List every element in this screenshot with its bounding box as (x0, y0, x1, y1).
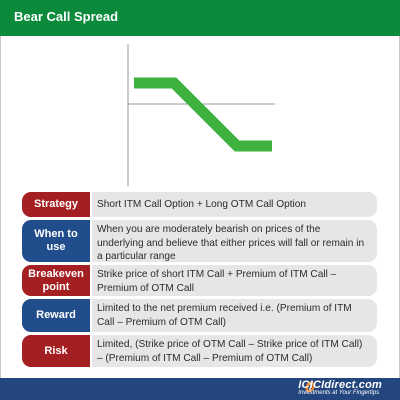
row-risk: Risk Limited, (Strike price of OTM Call … (22, 335, 377, 367)
row-text-breakeven-point: Strike price of short ITM Call + Premium… (92, 265, 377, 296)
payoff-line (134, 77, 272, 152)
brand-suffix: direct.com (324, 379, 382, 391)
footer-bar (0, 378, 400, 400)
row-label-when-to-use: When to use (22, 220, 90, 262)
brand-logo: ICICIdirect.com Investments at Your Fing… (298, 379, 382, 396)
row-label-when-to-use-text: When to use (34, 228, 78, 253)
row-label-risk: Risk (22, 335, 90, 367)
row-text-when-to-use: When you are moderately bearish on price… (92, 220, 377, 262)
brand-tagline: Investments at Your Fingertips (298, 390, 380, 396)
brand-wordmark: ICICIdirect.com (298, 379, 382, 391)
row-label-breakeven-point-text: Breakeven point (28, 267, 84, 293)
row-label-reward: Reward (22, 299, 90, 332)
payoff-diagram (127, 44, 275, 186)
row-when-to-use: When to use When you are moderately bear… (22, 220, 377, 262)
row-strategy: Strategy Short ITM Call Option + Long OT… (22, 192, 377, 217)
page-title: Bear Call Spread (14, 9, 119, 24)
row-text-reward: Limited to the net premium received i.e.… (92, 299, 377, 332)
row-breakeven-point: Breakeven point Strike price of short IT… (22, 265, 377, 296)
row-text-risk: Limited, (Strike price of OTM Call – Str… (92, 335, 377, 367)
row-text-strategy: Short ITM Call Option + Long OTM Call Op… (92, 192, 377, 217)
row-label-breakeven-point: Breakeven point (22, 265, 90, 296)
row-label-strategy: Strategy (22, 192, 90, 217)
icici-logo-icon (305, 381, 315, 393)
row-reward: Reward Limited to the net premium receiv… (22, 299, 377, 332)
title-bar: Bear Call Spread (0, 0, 400, 36)
brand-prefix: ICICI (298, 379, 325, 391)
